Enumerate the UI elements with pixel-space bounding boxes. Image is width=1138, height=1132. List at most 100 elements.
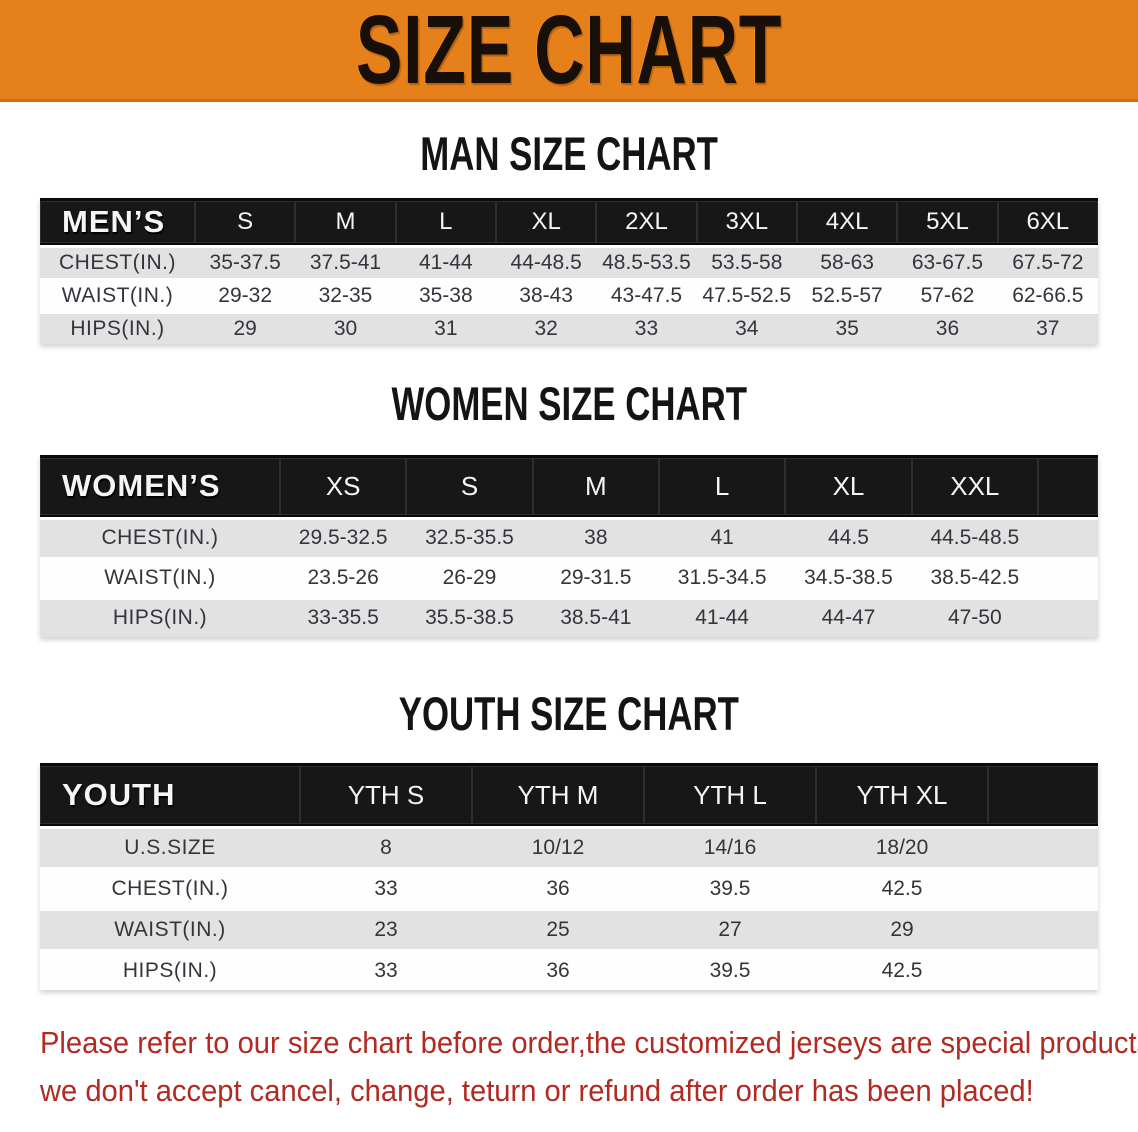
size-value-cell: 14/16: [644, 826, 816, 868]
filler-cell: [1038, 454, 1098, 517]
women-size-section: WOMEN SIZE CHART WOMEN’S XS S M L XL XXL CHEST(…: [0, 377, 1138, 637]
filler-cell: [988, 826, 1098, 868]
size-value-cell: 39.5: [644, 867, 816, 909]
size-column-header: 4XL: [796, 198, 898, 246]
table-row: WAIST(IN.) 23.5-26 26-29 29-31.5 31.5-34.5 34…: [40, 556, 1098, 597]
size-column-header: 2XL: [596, 198, 697, 246]
youth-size-section: YOUTH SIZE CHART YOUTH YTH S YTH M YTH L YTH…: [0, 686, 1138, 991]
size-value-cell: 36: [897, 311, 998, 345]
size-value-cell: 42.5: [816, 867, 988, 909]
size-value-cell: 38-43: [495, 278, 597, 312]
men-chart-heading: MAN SIZE CHART: [0, 129, 1138, 179]
size-column-header: 6XL: [997, 198, 1098, 246]
table-row: HIPS(IN.) 33-35.5 35.5-38.5 38.5-41 41-44 44-…: [40, 596, 1098, 637]
size-column-header: 3XL: [696, 198, 797, 246]
size-column-header: XL: [495, 198, 597, 246]
size-value-cell: 41: [658, 516, 786, 557]
size-value-cell: 44-47: [785, 596, 912, 637]
disclaimer-line-2: we don't accept cancel, change, teturn o…: [40, 1073, 1034, 1109]
size-value-cell: 38: [532, 516, 659, 557]
banner: SIZE CHART: [0, 0, 1138, 102]
size-value-cell: 34: [696, 311, 797, 345]
size-value-cell: 52.5-57: [796, 278, 898, 312]
row-label-cell: HIPS(IN.): [40, 311, 195, 345]
row-label-cell: CHEST(IN.): [40, 516, 280, 557]
size-value-cell: 44.5-48.5: [911, 516, 1038, 557]
size-value-cell: 8: [300, 826, 472, 868]
size-value-cell: 32.5-35.5: [406, 516, 533, 557]
size-value-cell: 29-31.5: [532, 556, 659, 597]
size-value-cell: 29: [195, 311, 296, 345]
size-value-cell: 33: [300, 867, 472, 909]
size-value-cell: 53.5-58: [696, 245, 797, 279]
size-column-header: S: [195, 198, 296, 246]
size-column-header: M: [295, 198, 396, 246]
filler-cell: [988, 908, 1098, 950]
table-row: CHEST(IN.) 29.5-32.5 32.5-35.5 38 41 44.5 44.5…: [40, 516, 1098, 557]
size-value-cell: 36: [472, 867, 644, 909]
women-size-table: WOMEN’S XS S M L XL XXL CHEST(IN.) 29.5-32.5 32.5…: [40, 454, 1098, 637]
size-value-cell: 32: [495, 311, 597, 345]
size-value-cell: 38.5-42.5: [911, 556, 1038, 597]
size-value-cell: 23: [300, 908, 472, 950]
size-column-header: XS: [280, 454, 407, 517]
table-row: CHEST(IN.) 35-37.5 37.5-41 41-44 44-48.5 48.5…: [40, 245, 1098, 279]
filler-cell: [1038, 596, 1098, 637]
size-value-cell: 62-66.5: [997, 278, 1098, 312]
size-column-header: 5XL: [897, 198, 998, 246]
women-chart-heading-text: WOMEN SIZE CHART: [391, 377, 747, 431]
size-value-cell: 25: [472, 908, 644, 950]
size-column-header: YTH S: [300, 763, 472, 827]
size-value-cell: 37.5-41: [295, 245, 396, 279]
table-corner-header: WOMEN’S: [40, 454, 280, 517]
size-value-cell: 57-62: [897, 278, 998, 312]
header-row: YOUTH YTH S YTH M YTH L YTH XL: [40, 763, 1098, 827]
table-corner-header: YOUTH: [40, 763, 300, 827]
size-value-cell: 44-48.5: [495, 245, 597, 279]
size-column-header: YTH L: [644, 763, 816, 827]
size-value-cell: 42.5: [816, 949, 988, 991]
table-row: CHEST(IN.) 33 36 39.5 42.5: [40, 867, 1098, 909]
size-column-header: M: [532, 454, 659, 517]
size-value-cell: 48.5-53.5: [596, 245, 697, 279]
size-value-cell: 33-35.5: [280, 596, 407, 637]
row-label-cell: WAIST(IN.): [40, 908, 300, 950]
size-value-cell: 33: [596, 311, 697, 345]
size-column-header: L: [395, 198, 496, 246]
size-value-cell: 38.5-41: [532, 596, 659, 637]
men-size-table: MEN’S S M L XL 2XL 3XL 4XL 5XL 6XL CHEST(IN.) 35-37…: [40, 198, 1098, 345]
size-column-header: S: [406, 454, 533, 517]
size-value-cell: 39.5: [644, 949, 816, 991]
men-size-section: MAN SIZE CHART MEN’S S M L XL 2XL 3XL 4XL 5XL 6XL…: [0, 129, 1138, 345]
size-column-header: YTH XL: [816, 763, 988, 827]
header-row: MEN’S S M L XL 2XL 3XL 4XL 5XL 6XL: [40, 198, 1098, 246]
youth-chart-heading-text: YOUTH SIZE CHART: [398, 686, 740, 740]
size-value-cell: 27: [644, 908, 816, 950]
filler-cell: [988, 763, 1098, 827]
size-value-cell: 44.5: [785, 516, 912, 557]
size-value-cell: 47-50: [911, 596, 1038, 637]
banner-title: SIZE CHART: [355, 0, 783, 104]
size-value-cell: 37: [997, 311, 1098, 345]
size-value-cell: 35-38: [395, 278, 496, 312]
size-value-cell: 35: [796, 311, 898, 345]
size-column-header: XL: [785, 454, 912, 517]
size-value-cell: 26-29: [406, 556, 533, 597]
size-value-cell: 23.5-26: [280, 556, 407, 597]
size-column-header: YTH M: [472, 763, 644, 827]
table-row: HIPS(IN.) 29 30 31 32 33 34 35 36 37: [40, 311, 1098, 345]
size-value-cell: 31: [395, 311, 496, 345]
table-corner-header: MEN’S: [40, 198, 195, 246]
size-value-cell: 35.5-38.5: [406, 596, 533, 637]
size-value-cell: 41-44: [395, 245, 496, 279]
size-value-cell: 30: [295, 311, 396, 345]
size-value-cell: 32-35: [295, 278, 396, 312]
size-value-cell: 34.5-38.5: [785, 556, 912, 597]
size-value-cell: 29.5-32.5: [280, 516, 407, 557]
size-value-cell: 63-67.5: [897, 245, 998, 279]
size-column-header: L: [658, 454, 786, 517]
size-value-cell: 35-37.5: [195, 245, 296, 279]
size-value-cell: 67.5-72: [997, 245, 1098, 279]
table-row: U.S.SIZE 8 10/12 14/16 18/20: [40, 826, 1098, 868]
